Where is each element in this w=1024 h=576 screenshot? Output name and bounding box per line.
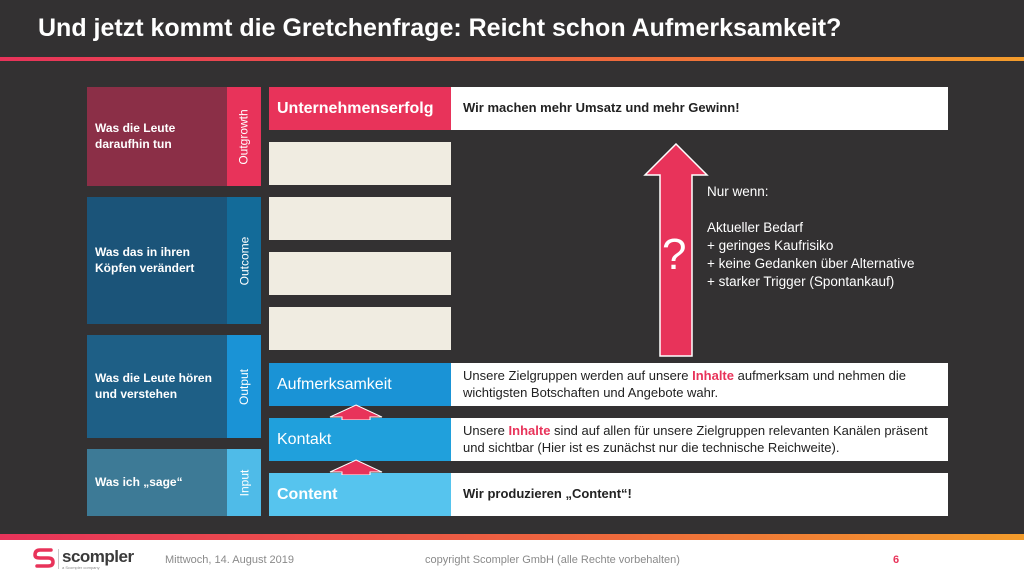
logo-text: scompler <box>62 547 134 566</box>
aufmerksamkeit-desc-post: aufmerksam und nehmen die wichtigsten Bo… <box>463 367 906 400</box>
level-input-label: Was ich „sage“ <box>87 449 227 516</box>
bottom-accent-band <box>0 534 1024 540</box>
arrow-up-icon <box>329 459 383 475</box>
stage-content-desc: Wir produzieren „Content“! <box>451 473 948 516</box>
question-mark: ? <box>662 230 687 279</box>
logo-subtext: a Scompler company <box>62 565 100 570</box>
note-heading: Nur wenn: <box>707 184 769 199</box>
note-line: + keine Gedanken über Alternative <box>707 256 915 271</box>
stage-kontakt-desc: Unsere Inhalte sind auf allen für unsere… <box>451 418 948 461</box>
level-output-tab-label: Output <box>237 368 251 405</box>
condition-note: Nur wenn: Aktueller Bedarf + geringes Ka… <box>707 183 915 291</box>
aufmerksamkeit-desc-highlight: Inhalte <box>692 367 734 383</box>
empty-stage-4 <box>269 307 451 350</box>
empty-stage-3 <box>269 252 451 295</box>
stage-aufmerksamkeit: Aufmerksamkeit <box>269 363 451 406</box>
empty-stage-2 <box>269 197 451 240</box>
stage-kontakt: Kontakt <box>269 418 451 461</box>
aufmerksamkeit-desc-pre: Unsere Zielgruppen werden auf unsere <box>463 367 693 383</box>
level-outcome-tab: Outcome <box>227 197 261 324</box>
level-outgrowth-tab: Outgrowth <box>227 87 261 186</box>
footer-copyright: copyright Scompler GmbH (alle Rechte vor… <box>425 554 680 566</box>
level-input-tab: Input <box>227 449 261 516</box>
stage-aufmerksamkeit-desc: Unsere Zielgruppen werden auf unsere Inh… <box>451 363 948 406</box>
top-accent-band <box>0 57 1024 61</box>
empty-stage-1 <box>269 142 451 185</box>
level-outgrowth-label: Was die Leute daraufhin tun <box>87 87 227 186</box>
footer <box>0 540 1024 576</box>
arrow-up-icon <box>329 404 383 420</box>
stage-content: Content <box>269 473 451 516</box>
logo-divider <box>58 549 59 569</box>
scompler-logo-icon <box>33 548 55 568</box>
note-line: Aktueller Bedarf <box>707 220 804 235</box>
kontakt-desc-pre: Unsere <box>463 422 509 438</box>
level-outcome-tab-label: Outcome <box>237 236 251 285</box>
footer-date: Mittwoch, 14. August 2019 <box>165 554 295 566</box>
level-output-tab: Output <box>227 335 261 438</box>
level-outcome-label: Was das in ihren Köpfen verändert <box>87 197 227 324</box>
note-line: + starker Trigger (Spontankauf) <box>707 274 895 289</box>
page-number: 6 <box>893 554 900 566</box>
level-input-tab-label: Input <box>236 469 251 496</box>
stage-unternehmenserfolg: Unternehmenserfolg <box>269 87 451 130</box>
level-outgrowth-tab-label: Outgrowth <box>237 108 252 165</box>
big-arrow-up-icon <box>643 143 709 357</box>
slide-title: Und jetzt kommt die Gretchenfrage: Reich… <box>38 14 842 42</box>
kontakt-desc-post: sind auf allen für unsere Zielgruppen re… <box>463 422 928 455</box>
kontakt-desc-highlight: Inhalte <box>508 422 551 438</box>
stage-unternehmenserfolg-desc: Wir machen mehr Umsatz und mehr Gewinn! <box>451 87 948 130</box>
level-output-label: Was die Leute hören und verstehen <box>87 335 227 438</box>
note-line: + geringes Kaufrisiko <box>707 238 834 253</box>
